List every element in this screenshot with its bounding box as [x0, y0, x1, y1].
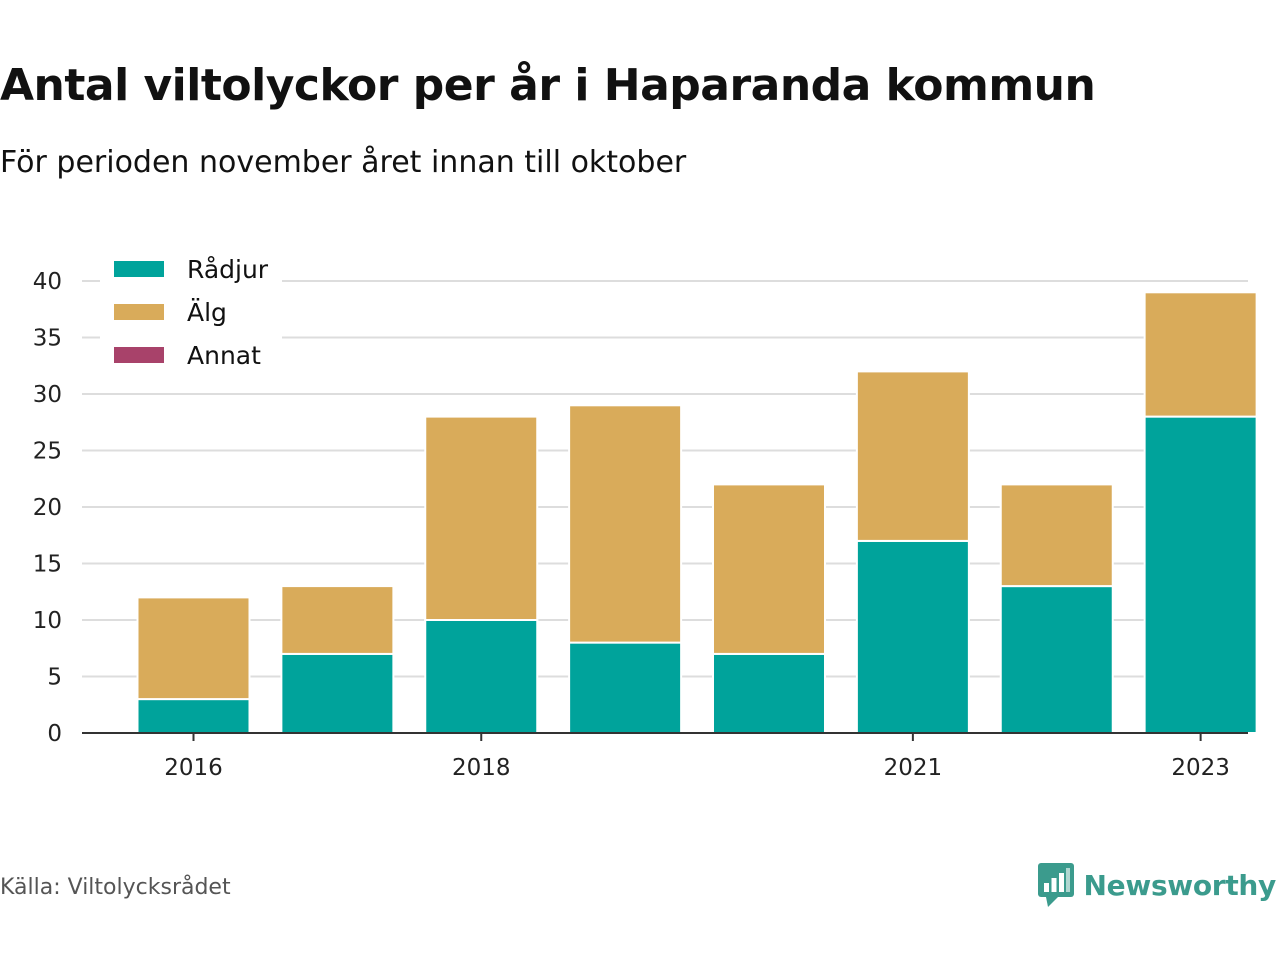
y-tick-label-25: 25 [33, 439, 62, 465]
legend-swatch-0 [114, 261, 164, 277]
chart-title: Antal viltolyckor per år i Haparanda kom… [0, 60, 1096, 111]
bar-chart-speech-bubble-icon [1037, 863, 1074, 907]
y-tick-label-40: 40 [33, 269, 62, 295]
legend-swatch-1 [114, 304, 164, 320]
y-tick-label-10: 10 [33, 608, 62, 634]
legend: Rådjur Älg Annat [100, 250, 282, 380]
y-tick-label-15: 15 [33, 552, 62, 578]
bar-2020-series-0 [712, 652, 826, 734]
bar-2023-series-1 [1143, 291, 1258, 418]
bar-2016-series-0 [136, 698, 251, 735]
bar-2018-series-0 [424, 619, 539, 734]
y-tick-label-30: 30 [33, 382, 62, 408]
y-tick-label-20: 20 [33, 495, 62, 521]
bar-2019-series-0 [568, 641, 683, 735]
bar-2017-series-0 [280, 652, 395, 734]
x-axis-tick-labels: 2016 2018 2021 2023 [164, 733, 1230, 781]
y-tick-label-5: 5 [47, 665, 62, 691]
y-tick-label-0: 0 [47, 721, 62, 747]
bar-2021-series-0 [855, 539, 970, 734]
bar-2016-series-1 [136, 596, 251, 701]
legend-swatch-2 [114, 347, 164, 363]
bar-2019-series-1 [568, 404, 683, 644]
x-tick-label-2021: 2021 [884, 755, 943, 781]
y-tick-label-35: 35 [33, 326, 62, 352]
bar-2023-series-0 [1143, 415, 1258, 734]
bar-2020-series-1 [712, 483, 826, 655]
legend-label-1: Älg [187, 298, 227, 327]
bar-2018-series-1 [424, 415, 539, 621]
bar-2022-series-1 [999, 483, 1114, 588]
stacked-bar-chart: 0 5 10 15 20 25 30 35 40 2016 2018 2021 2023 Rådjur… [33, 250, 1258, 781]
source-note: Källa: Viltolycksrådet [0, 875, 231, 900]
bars [136, 291, 1258, 735]
bar-2021-series-1 [855, 370, 970, 542]
legend-label-2: Annat [187, 341, 261, 370]
legend-label-0: Rådjur [187, 255, 269, 284]
y-axis-tick-labels: 0 5 10 15 20 25 30 35 40 [33, 269, 62, 747]
newsworthy-logo[interactable]: Newsworthy [1037, 862, 1277, 908]
x-tick-label-2023: 2023 [1171, 755, 1230, 781]
bar-2017-series-1 [280, 585, 395, 655]
chart-subtitle: För perioden november året innan till ok… [0, 145, 687, 180]
bar-2022-series-0 [999, 585, 1114, 734]
x-tick-label-2018: 2018 [452, 755, 511, 781]
brand-name: Newsworthy [1083, 868, 1277, 902]
x-tick-label-2016: 2016 [164, 755, 223, 781]
